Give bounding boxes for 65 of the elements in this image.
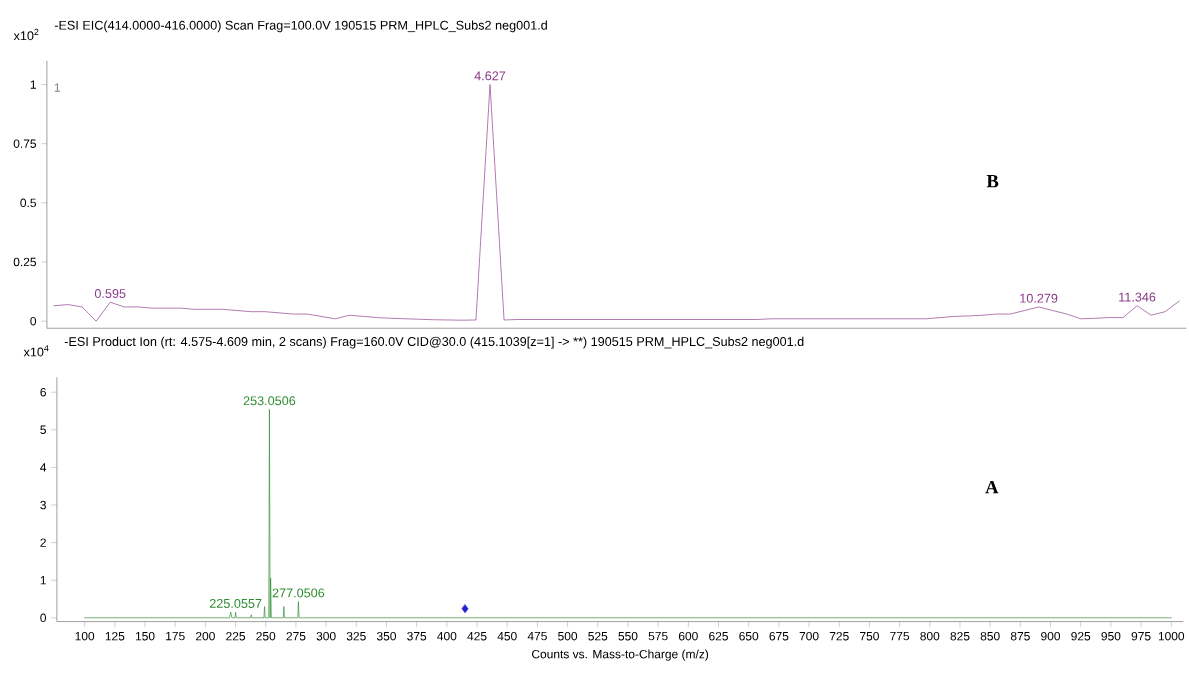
- x-tick-label: 375: [407, 631, 427, 641]
- x-tick-label: 275: [286, 631, 306, 641]
- x-tick-label: 900: [1041, 631, 1061, 641]
- x-tick-label: 975: [1131, 631, 1151, 641]
- y-tick-label: 0.5: [20, 198, 37, 207]
- chart-title: -ESI EIC(414.0000-416.0000) Scan Frag=100.0V 190515 PRM_HPLC_Subs2 neg001.d: [54, 20, 547, 32]
- x-tick-label: 800: [920, 631, 940, 641]
- line-series: [84, 408, 1172, 618]
- y-tick-label: 1: [40, 575, 46, 585]
- annotation: 11.346: [1119, 292, 1156, 302]
- y-tick-label: 0: [40, 613, 47, 622]
- x-tick-label: 300: [316, 631, 336, 641]
- x-tick-label: 325: [346, 631, 366, 641]
- x-tick-label: 775: [890, 631, 910, 641]
- x-tick-label: 750: [860, 631, 879, 641]
- x-tick-label: 350: [376, 631, 397, 641]
- x-tick-label: 725: [829, 631, 849, 641]
- annotation: 225.0557: [209, 598, 262, 608]
- y-tick-label: 2: [40, 538, 46, 547]
- y-tick-label: 4: [40, 463, 47, 472]
- x-tick-label: 600: [678, 631, 698, 641]
- x-tick-label: 1000: [1158, 631, 1185, 641]
- y-axis-title: x10$^{4}$: [23, 344, 49, 357]
- annotation: 4.627: [474, 71, 506, 81]
- x-tick-label: 125: [105, 631, 125, 641]
- y-tick-label: 3: [40, 500, 46, 510]
- y-tick-label: 0.25: [13, 257, 37, 267]
- y-tick-label: 0: [30, 316, 37, 326]
- x-tick-label: 100: [75, 631, 95, 641]
- x-tick-label: 200: [196, 631, 215, 641]
- y-tick-label: 6: [40, 387, 46, 397]
- x-tick-label: 500: [558, 631, 578, 641]
- annotation: 277.0506: [272, 588, 325, 598]
- x-tick-label: 700: [799, 631, 819, 641]
- annotation: 0.595: [94, 288, 126, 298]
- chart-title: -ESI Product Ion (rt: 4.575-4.609 min, 2 scans) Frag=160.0V CID@30.0 (415.1039[z=1] -> **) 190515 PRM_HPLC_Subs2 neg001.d: [64, 336, 804, 349]
- x-tick-label: 950: [1101, 631, 1121, 641]
- x-tick-label: 825: [950, 631, 970, 641]
- x-tick-label: 575: [648, 631, 668, 641]
- x-tick-label: 250: [256, 631, 276, 641]
- annotation: A: [985, 480, 999, 494]
- annotation: 10.279: [1020, 293, 1058, 303]
- x-tick-label: 550: [618, 631, 638, 641]
- annotation: B: [986, 174, 999, 188]
- x-tick-label: 875: [1010, 631, 1030, 641]
- x-tick-label: 925: [1071, 631, 1091, 641]
- annotation: 1: [54, 83, 60, 92]
- x-tick-label: 850: [980, 631, 1000, 641]
- annotation: 253.0506: [243, 396, 296, 405]
- x-axis-title: Counts vs. Mass-to-Charge (m/z): [532, 649, 709, 661]
- x-tick-label: 650: [739, 631, 759, 641]
- y-axis-title: x10$^{2}$: [13, 28, 39, 40]
- y-tick-label: 5: [40, 425, 46, 434]
- x-tick-label: 425: [467, 631, 487, 641]
- x-tick-label: 675: [769, 631, 789, 641]
- x-tick-label: 225: [226, 631, 246, 641]
- x-tick-label: 400: [437, 631, 457, 641]
- x-tick-label: 525: [588, 631, 608, 641]
- x-tick-label: 450: [497, 631, 517, 641]
- x-tick-label: 625: [709, 631, 728, 641]
- x-tick-label: 150: [135, 631, 155, 641]
- y-tick-label: 0.75: [13, 139, 37, 148]
- y-tick-label: 1: [30, 80, 36, 89]
- x-tick-label: 175: [166, 631, 185, 641]
- x-tick-label: 475: [527, 631, 547, 641]
